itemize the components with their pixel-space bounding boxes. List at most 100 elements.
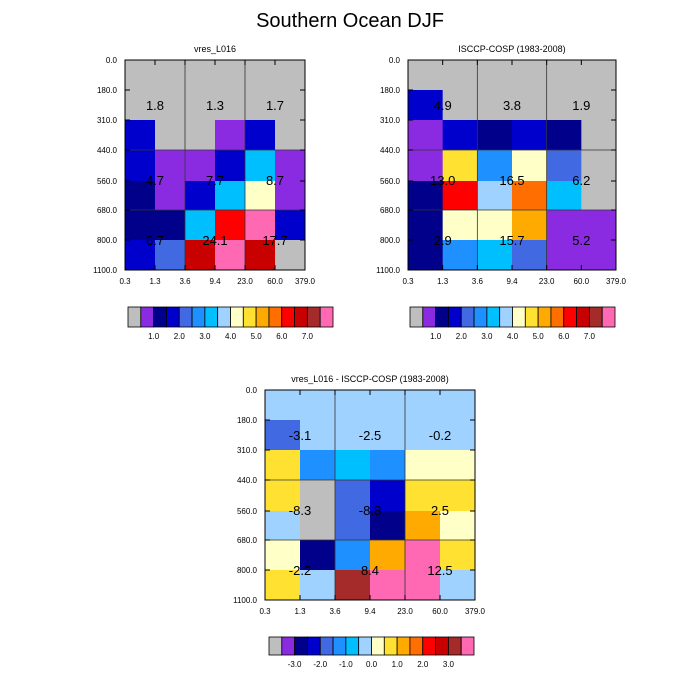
colorbar-box xyxy=(563,306,577,328)
x-tick-label: 379.0 xyxy=(606,277,627,286)
colorbar-box xyxy=(460,636,475,656)
colorbar-box xyxy=(268,306,283,328)
heatmap-cell xyxy=(265,480,301,512)
colorbar-label: -3.0 xyxy=(288,660,302,669)
block-value-label: -8.3 xyxy=(289,503,311,518)
colorbar-label: 2.0 xyxy=(417,660,429,669)
y-tick-label: 800.0 xyxy=(97,236,118,245)
heatmap-cell xyxy=(265,570,301,601)
heatmap-cell xyxy=(335,511,371,541)
heatmap-cell xyxy=(275,90,306,121)
heatmap-cell xyxy=(512,120,548,151)
heatmap-cell xyxy=(155,150,186,182)
x-tick-label: 1.3 xyxy=(437,277,449,286)
block-value-label: 8.7 xyxy=(266,173,284,188)
x-tick-label: 9.4 xyxy=(506,277,518,286)
block-value-label: -0.2 xyxy=(429,428,451,443)
heatmap-cell xyxy=(185,90,216,121)
heatmap-cell xyxy=(405,420,441,451)
colorbar-box xyxy=(460,306,475,328)
heatmap-cell xyxy=(512,210,548,241)
colorbar-box xyxy=(422,306,437,328)
colorbar-label: -1.0 xyxy=(339,660,353,669)
heatmap-cell xyxy=(335,390,371,421)
heatmap-cell xyxy=(275,150,306,182)
heatmap-cell xyxy=(477,181,513,211)
x-tick-label: 23.0 xyxy=(539,277,555,286)
y-tick-label: 560.0 xyxy=(380,177,401,186)
heatmap-cell xyxy=(155,120,186,151)
colorbar-box xyxy=(140,306,155,328)
heatmap-cell xyxy=(265,420,301,451)
colorbar-box xyxy=(383,636,398,656)
y-tick-label: 310.0 xyxy=(97,116,118,125)
block-value-label: 15.7 xyxy=(499,233,524,248)
colorbar-box xyxy=(422,636,436,656)
colorbar-label: 2.0 xyxy=(174,332,186,341)
colorbar-box xyxy=(307,636,321,656)
block-value-label: 6.2 xyxy=(572,173,590,188)
x-tick-label: 9.4 xyxy=(364,607,376,616)
heatmap-cell xyxy=(215,120,246,151)
heatmap-cell xyxy=(335,540,371,571)
heatmap-cell xyxy=(215,210,246,241)
colorbar-label: 3.0 xyxy=(199,332,211,341)
colorbar-label: 7.0 xyxy=(302,332,314,341)
heatmap-cell xyxy=(155,60,186,91)
heatmap-cell xyxy=(408,60,444,91)
heatmap-cell xyxy=(265,450,301,481)
heatmap-cell xyxy=(245,240,276,271)
colorbar-label: 6.0 xyxy=(558,332,570,341)
colorbar-box xyxy=(217,306,231,328)
y-tick-label: 0.0 xyxy=(389,56,401,65)
heatmap-cell xyxy=(442,210,478,241)
colorbar-box xyxy=(230,306,244,328)
y-tick-label: 560.0 xyxy=(97,177,118,186)
heatmap-cell xyxy=(408,120,444,151)
heatmap-cell xyxy=(215,60,246,91)
y-tick-label: 180.0 xyxy=(380,86,401,95)
colorbar-box xyxy=(281,636,296,656)
heatmap-cell xyxy=(125,60,156,91)
heatmap-cell xyxy=(215,181,246,211)
y-tick-label: 1100.0 xyxy=(233,596,257,605)
heatmap-cell xyxy=(370,420,406,451)
block-value-label: 13.0 xyxy=(430,173,455,188)
colorbar-label: 6.0 xyxy=(276,332,288,341)
x-tick-label: 23.0 xyxy=(397,607,413,616)
colorbar-box xyxy=(499,306,513,328)
colorbar-box xyxy=(255,306,270,328)
heatmap-cell xyxy=(442,120,478,151)
heatmap-cell xyxy=(245,60,276,91)
heatmap-cell xyxy=(405,540,441,571)
heatmap-cell xyxy=(215,240,246,271)
x-tick-label: 60.0 xyxy=(267,277,283,286)
colorbar-box xyxy=(127,306,142,328)
colorbar-box xyxy=(204,306,219,328)
heatmap-cell xyxy=(442,181,478,211)
colorbar-label: 2.0 xyxy=(456,332,468,341)
heatmap-cell xyxy=(440,390,476,421)
heatmap-cell xyxy=(408,210,444,241)
heatmap-cell xyxy=(125,150,156,182)
x-tick-label: 9.4 xyxy=(209,277,221,286)
heatmap-cell xyxy=(335,480,371,512)
colorbar-box xyxy=(524,306,539,328)
heatmap-cell xyxy=(477,210,513,241)
heatmap-cell xyxy=(245,150,276,182)
heatmap-cell xyxy=(512,240,548,271)
colorbar-box xyxy=(294,636,308,656)
block-value-label: 1.7 xyxy=(266,98,284,113)
block-value-label: 6.7 xyxy=(146,233,164,248)
y-tick-label: 680.0 xyxy=(97,206,118,215)
colorbar-box xyxy=(448,306,462,328)
block-value-label: -3.1 xyxy=(289,428,311,443)
heatmap-cell xyxy=(185,120,216,151)
heatmap-cell xyxy=(300,480,336,512)
x-tick-label: 3.6 xyxy=(329,607,341,616)
heatmap-cell xyxy=(546,90,582,121)
heatmap-cell xyxy=(442,60,478,91)
y-tick-label: 310.0 xyxy=(237,446,258,455)
x-tick-label: 3.6 xyxy=(179,277,191,286)
heatmap-cell xyxy=(185,181,216,211)
